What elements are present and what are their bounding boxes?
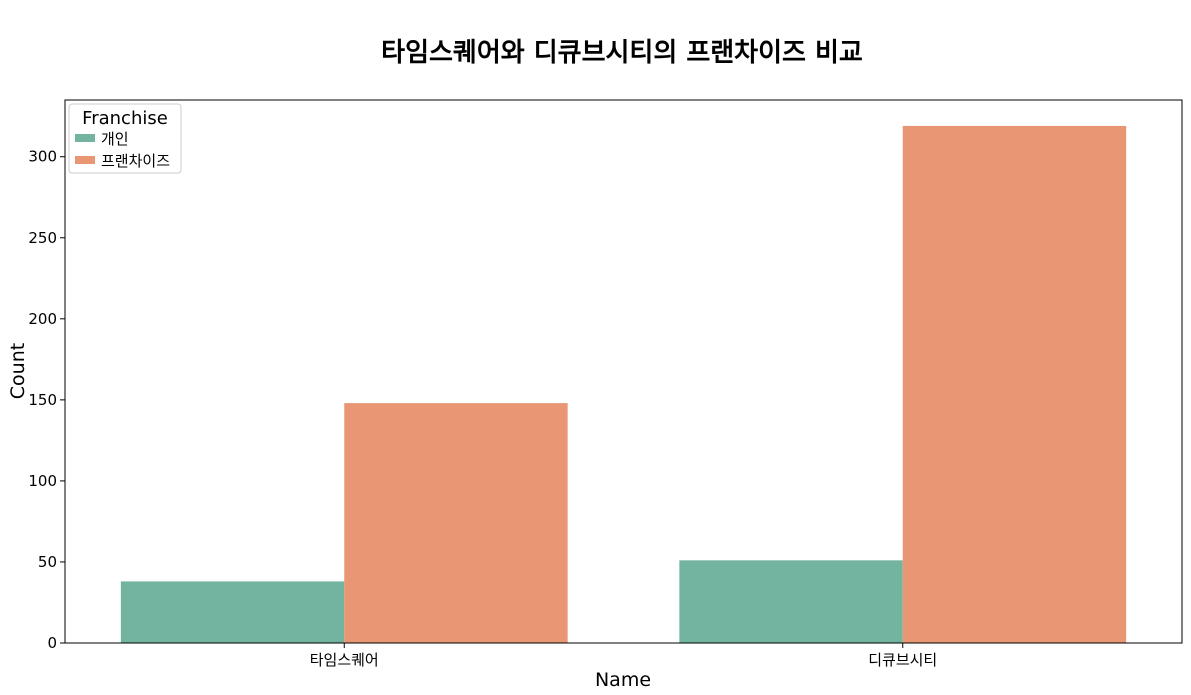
bars-group [120, 125, 1127, 643]
legend-label: 프랜차이즈 [101, 152, 170, 170]
y-tick-label: 250 [28, 229, 57, 247]
legend-swatch [75, 134, 95, 142]
y-tick-label: 150 [28, 391, 57, 409]
y-tick-label: 0 [47, 634, 57, 652]
legend-swatch [75, 156, 95, 164]
y-tick-label: 200 [28, 310, 57, 328]
x-axis: 타임스퀘어 디큐브시티 [310, 643, 937, 669]
bar-franchise-0 [344, 403, 568, 643]
y-tick-label: 50 [38, 553, 57, 571]
x-tick-label: 타임스퀘어 [310, 651, 379, 669]
bar-individual-0 [120, 581, 345, 643]
x-tick-label: 디큐브시티 [868, 651, 937, 669]
legend-label: 개인 [101, 130, 129, 148]
y-axis-title: Count [7, 343, 29, 399]
plot-frame [64, 99, 1183, 644]
y-tick-label: 300 [28, 148, 57, 166]
bar-individual-1 [679, 560, 903, 643]
chart-title: 타임스퀘어와 디큐브시티의 프랜차이즈 비교 [381, 38, 863, 68]
y-axis: 0 50 100 150 200 250 300 [28, 148, 65, 652]
bar-franchise-1 [902, 125, 1127, 643]
x-axis-title: Name [595, 669, 651, 691]
legend-title: Franchise [82, 108, 168, 129]
legend-frame [68, 103, 182, 174]
y-tick-label: 100 [28, 472, 57, 490]
